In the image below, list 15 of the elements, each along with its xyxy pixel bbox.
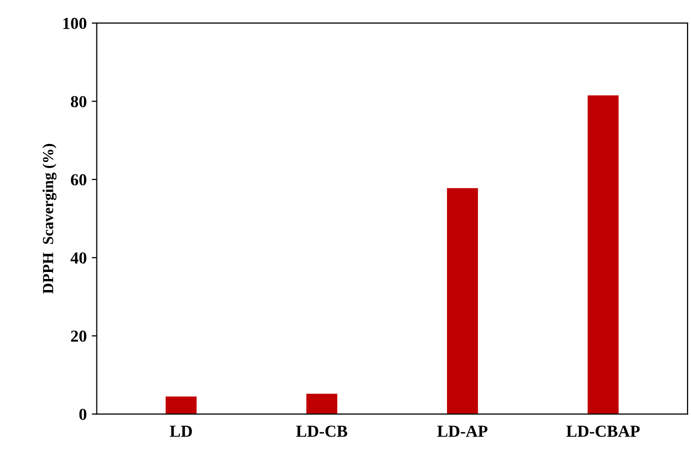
y-tick-label: 80 (70, 96, 86, 108)
y-tick-label: 60 (70, 174, 86, 186)
y-tick-label: 40 (70, 252, 86, 264)
y-tick-label: 0 (79, 408, 86, 420)
y-tick-label: 100 (63, 18, 86, 30)
x-tick-label: LD (170, 426, 192, 437)
y-axis-title: DPPH Scaverging (%) (42, 144, 56, 294)
x-tick-label: LD-AP (437, 426, 488, 437)
x-tick-label: LD-CB (296, 426, 348, 437)
bar (166, 396, 197, 414)
bar (306, 394, 338, 414)
bar (447, 188, 478, 414)
y-tick-label: 20 (71, 330, 86, 342)
bar (588, 95, 619, 414)
x-tick-label: LD-CBAP (566, 426, 640, 437)
